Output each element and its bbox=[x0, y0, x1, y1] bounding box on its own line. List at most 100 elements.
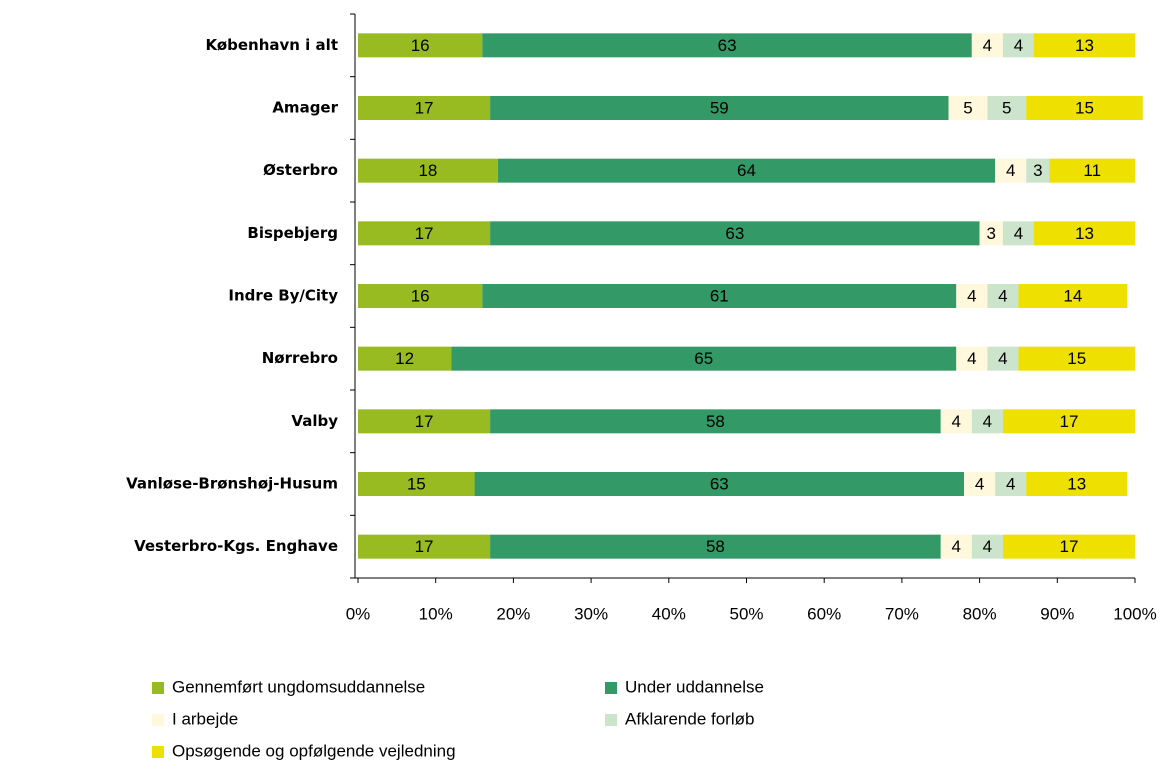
bar-segment bbox=[1002, 221, 1034, 246]
data-label: 4 bbox=[998, 286, 1007, 305]
bar-segment bbox=[1033, 33, 1135, 58]
bar-segment bbox=[956, 284, 988, 308]
legend-swatch bbox=[605, 714, 617, 726]
bar-segment bbox=[956, 346, 988, 371]
y-tick-label: Bispebjerg bbox=[247, 224, 338, 242]
data-label: 17 bbox=[1059, 412, 1078, 431]
y-tick-label: Indre By/City bbox=[228, 287, 338, 305]
data-label: 63 bbox=[725, 224, 744, 243]
data-label: 14 bbox=[1063, 286, 1082, 305]
y-tick-label: Amager bbox=[272, 99, 338, 117]
bar-segment bbox=[971, 33, 1003, 58]
bar-segment bbox=[358, 409, 491, 434]
legend-swatch bbox=[605, 682, 617, 694]
bar-segment bbox=[490, 221, 980, 246]
data-label: 64 bbox=[737, 161, 756, 180]
y-tick-label: Vanløse-Brønshøj-Husum bbox=[126, 475, 338, 493]
data-label: 4 bbox=[967, 349, 976, 368]
bar-segment bbox=[1018, 284, 1128, 308]
data-label: 17 bbox=[415, 224, 434, 243]
bar-segment bbox=[987, 284, 1019, 308]
data-label: 63 bbox=[718, 36, 737, 55]
bar-segment bbox=[497, 158, 996, 183]
data-label: 17 bbox=[415, 98, 434, 117]
data-label: 4 bbox=[952, 537, 961, 556]
data-label: 58 bbox=[706, 537, 725, 556]
data-label: 4 bbox=[983, 412, 992, 431]
data-label: 59 bbox=[710, 98, 729, 117]
legend-label: Afklarende forløb bbox=[625, 709, 754, 728]
bar-segment bbox=[358, 284, 483, 308]
legend-swatch bbox=[152, 714, 164, 726]
data-label: 5 bbox=[1002, 98, 1011, 117]
x-tick-label: 0% bbox=[346, 604, 371, 623]
data-label: 4 bbox=[983, 36, 992, 55]
legend-swatch bbox=[152, 682, 164, 694]
data-label: 15 bbox=[1067, 349, 1086, 368]
data-label: 11 bbox=[1083, 161, 1101, 180]
x-tick-label: 30% bbox=[574, 604, 608, 623]
y-tick-label: Valby bbox=[291, 412, 338, 430]
y-tick-label: Nørrebro bbox=[262, 349, 338, 367]
data-label: 13 bbox=[1075, 36, 1094, 55]
legend-label: Under uddannelse bbox=[625, 677, 764, 696]
bar-segment bbox=[1018, 346, 1135, 371]
data-label: 4 bbox=[1014, 36, 1023, 55]
x-tick-label: 40% bbox=[652, 604, 686, 623]
y-tick-label: Østerbro bbox=[263, 161, 338, 179]
bar-segment bbox=[964, 472, 996, 496]
bar-segment bbox=[482, 33, 972, 58]
x-tick-label: 90% bbox=[1040, 604, 1074, 623]
bar-segment bbox=[358, 534, 491, 559]
bar-segment bbox=[971, 409, 1003, 434]
bar-segment bbox=[987, 346, 1019, 371]
bar-segment bbox=[358, 346, 452, 371]
data-label: 4 bbox=[1006, 161, 1015, 180]
bar-segment bbox=[358, 33, 483, 58]
bar-segment bbox=[490, 96, 949, 120]
x-tick-label: 70% bbox=[885, 604, 919, 623]
data-label: 13 bbox=[1075, 224, 1094, 243]
bar-segment bbox=[358, 221, 491, 246]
data-label: 4 bbox=[983, 537, 992, 556]
bar-segment bbox=[987, 96, 1027, 120]
legend-label: Gennemført ungdomsuddannelse bbox=[172, 677, 425, 696]
bar-segment bbox=[1026, 96, 1143, 120]
data-label: 3 bbox=[1033, 161, 1042, 180]
bar-segment bbox=[474, 472, 965, 496]
data-label: 12 bbox=[395, 349, 414, 368]
x-tick-label: 20% bbox=[496, 604, 530, 623]
data-label: 15 bbox=[1075, 98, 1094, 117]
bar-segment bbox=[1026, 472, 1128, 496]
bar-segment bbox=[358, 472, 475, 496]
data-label: 13 bbox=[1067, 474, 1086, 493]
x-tick-label: 100% bbox=[1113, 604, 1156, 623]
data-label: 61 bbox=[710, 286, 729, 305]
data-label: 4 bbox=[967, 286, 976, 305]
bar-segment bbox=[1049, 158, 1135, 183]
bar-segment bbox=[358, 158, 498, 183]
data-label: 15 bbox=[407, 474, 426, 493]
bar-segment bbox=[940, 409, 972, 434]
bar-segment bbox=[490, 409, 941, 434]
x-tick-label: 60% bbox=[807, 604, 841, 623]
data-label: 3 bbox=[987, 224, 996, 243]
bar-segment bbox=[1026, 158, 1050, 183]
bar-segment bbox=[1002, 409, 1135, 434]
data-label: 65 bbox=[694, 349, 713, 368]
data-label: 16 bbox=[411, 286, 430, 305]
bar-segment bbox=[971, 534, 1003, 559]
bar-segment bbox=[1033, 221, 1135, 246]
bar-segment bbox=[358, 96, 491, 120]
data-label: 16 bbox=[411, 36, 430, 55]
data-label: 4 bbox=[1014, 224, 1023, 243]
bar-segment bbox=[948, 96, 988, 120]
y-tick-label: København i alt bbox=[205, 36, 338, 54]
bar-segment bbox=[1002, 534, 1135, 559]
bar-segment bbox=[979, 221, 1003, 246]
data-label: 4 bbox=[998, 349, 1007, 368]
bar-segment bbox=[995, 472, 1027, 496]
data-label: 17 bbox=[415, 537, 434, 556]
bar-segment bbox=[940, 534, 972, 559]
